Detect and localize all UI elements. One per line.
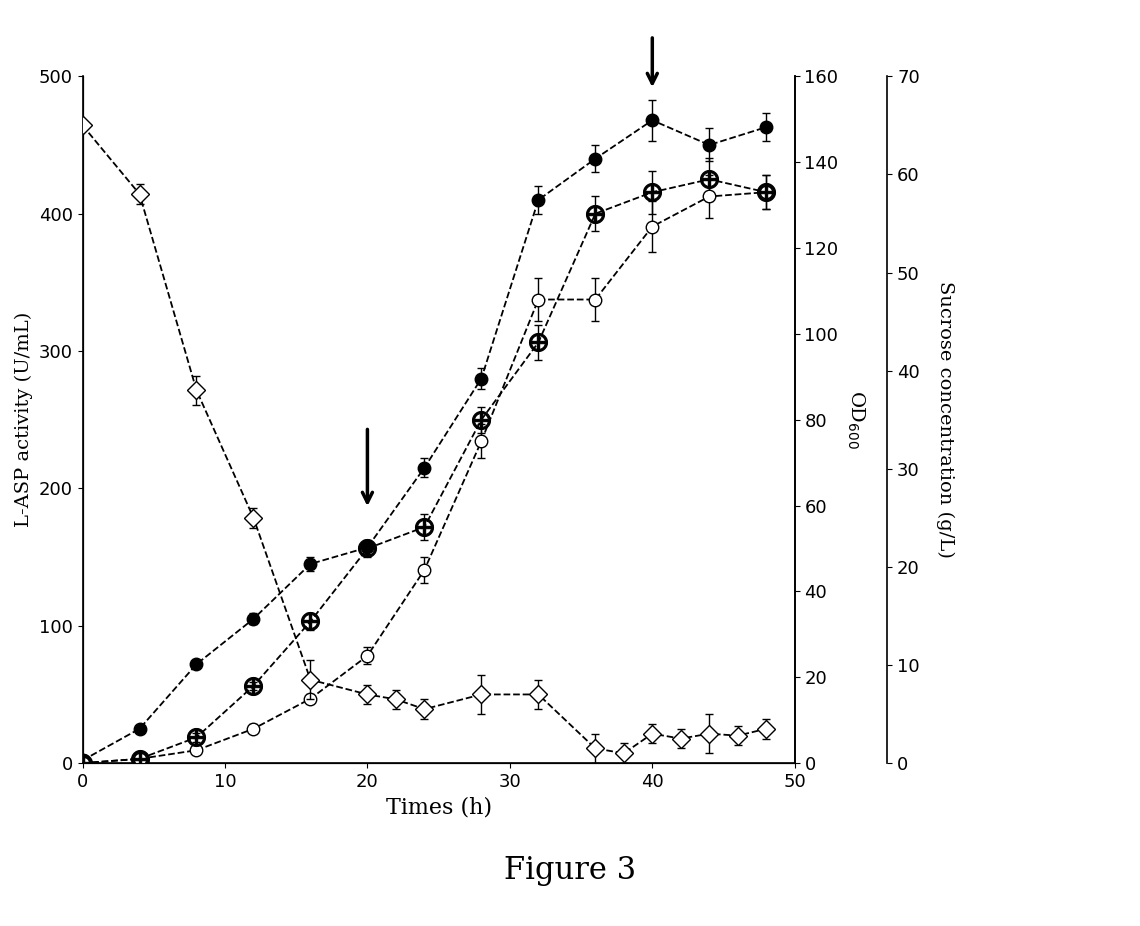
Y-axis label: Sucrose concentration (g/L): Sucrose concentration (g/L) [936,282,954,558]
Y-axis label: OD$_{600}$: OD$_{600}$ [845,390,866,449]
Y-axis label: L-ASP activity (U/mL): L-ASP activity (U/mL) [15,312,33,527]
X-axis label: Times (h): Times (h) [385,796,491,819]
Text: Figure 3: Figure 3 [504,855,636,886]
